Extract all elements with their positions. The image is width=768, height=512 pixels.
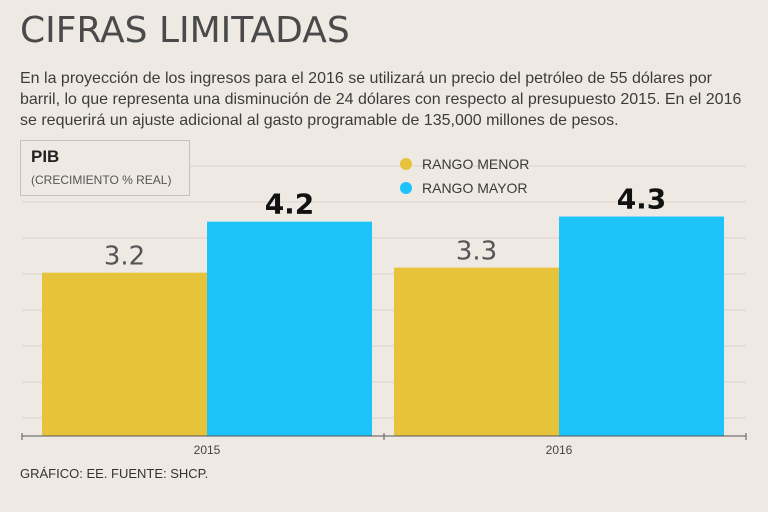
bar-2016-rango-menor xyxy=(394,267,559,436)
x-tick-label-2015: 2015 xyxy=(194,443,221,457)
legend-item-rango-menor: RANGO MENOR xyxy=(400,152,529,176)
data-label-2016-rango-menor: 3.3 xyxy=(456,237,497,267)
data-label-2015-rango-menor: 3.2 xyxy=(104,242,145,272)
data-label-2015-rango-mayor: 4.2 xyxy=(265,188,315,221)
chart-subject-subtitle: (CRECIMIENTO % REAL) xyxy=(31,173,172,187)
bar-2015-rango-menor xyxy=(42,272,207,436)
chart-subject-title: PIB xyxy=(31,147,60,166)
legend-label-rango-menor: RANGO MENOR xyxy=(422,156,530,172)
chart-label-box: PIB (CRECIMIENTO % REAL) xyxy=(20,140,190,196)
bar-2016-rango-mayor xyxy=(559,216,724,436)
legend-swatch-rango-menor xyxy=(400,158,412,170)
chart-description: En la proyección de los ingresos para el… xyxy=(20,70,742,129)
x-tick-label-2016: 2016 xyxy=(546,443,573,457)
legend-label-rango-mayor: RANGO MAYOR xyxy=(422,180,528,196)
chart-legend: RANGO MENOR RANGO MAYOR xyxy=(400,152,529,200)
chart-title: CIFRAS LIMITADAS xyxy=(20,10,350,51)
legend-swatch-rango-mayor xyxy=(400,182,412,194)
chart-source: GRÁFICO: EE. FUENTE: SHCP. xyxy=(20,466,209,481)
bar-2015-rango-mayor xyxy=(207,221,372,436)
legend-item-rango-mayor: RANGO MAYOR xyxy=(400,176,529,200)
data-label-2016-rango-mayor: 4.3 xyxy=(617,183,667,216)
